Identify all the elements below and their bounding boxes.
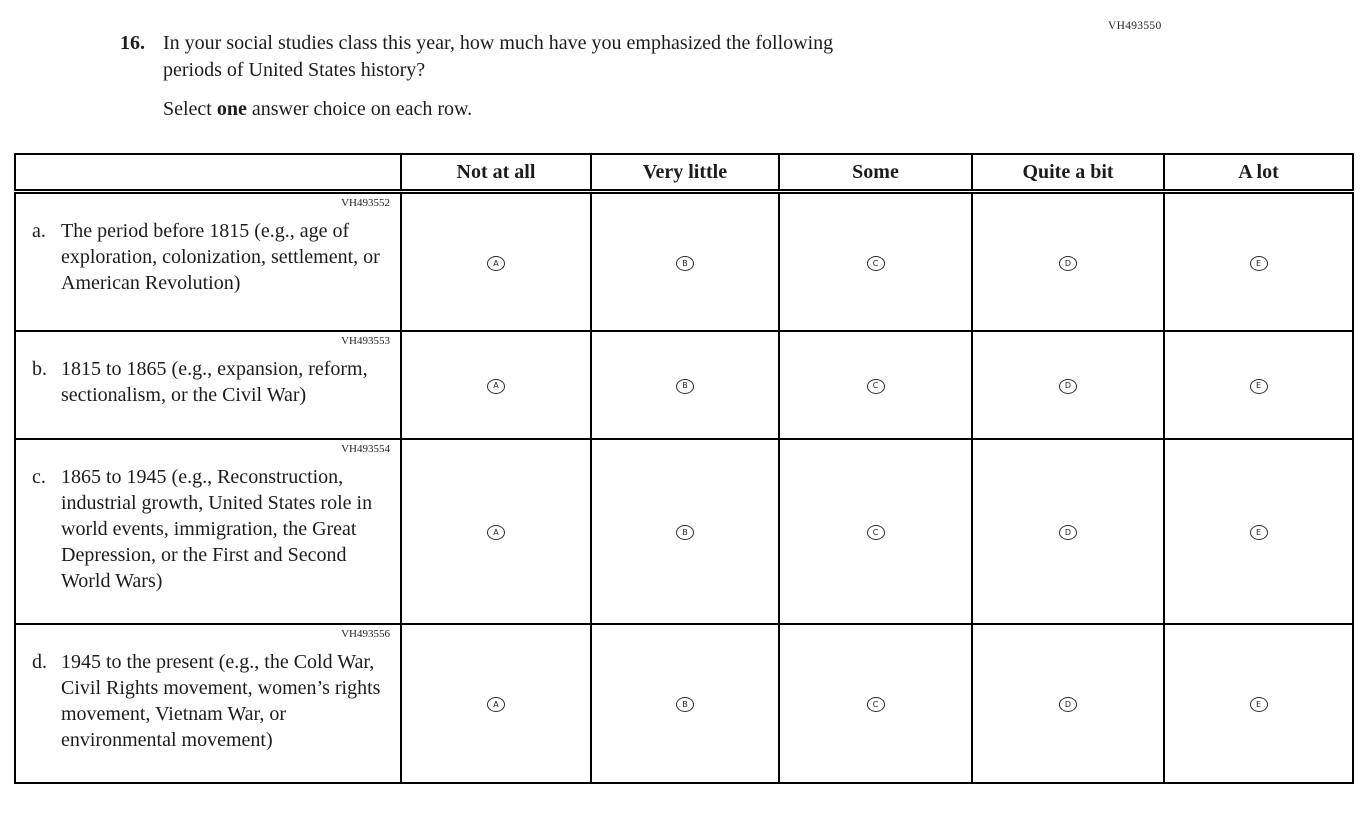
row-d-option-bubble-a[interactable]: A xyxy=(487,697,505,713)
instruction-bold-word: one xyxy=(216,98,247,120)
row-a-option-bubble-e[interactable]: E xyxy=(1249,256,1268,271)
table-row-d: VH493556 d. 1945 to the present (e.g., t… xyxy=(14,622,1354,784)
question-number: 16. xyxy=(120,32,145,54)
row-a-option-bubble-a[interactable]: A xyxy=(487,256,505,271)
row-c-option-bubble-b[interactable]: B xyxy=(676,525,694,541)
column-header-some: Some xyxy=(778,153,973,194)
row-c-option-cell-a[interactable]: A xyxy=(400,437,592,625)
row-a-option-bubble-c[interactable]: C xyxy=(866,256,885,271)
row-a-code: VH493552 xyxy=(341,197,390,209)
row-d-option-bubble-e[interactable]: E xyxy=(1249,697,1268,713)
row-d-stem-cell: VH493556 d. 1945 to the present (e.g., t… xyxy=(14,622,402,784)
row-d-option-cell-c[interactable]: C xyxy=(778,622,973,784)
row-d-option-bubble-b[interactable]: B xyxy=(676,697,694,713)
row-b-code: VH493553 xyxy=(341,334,390,347)
row-d-code: VH493556 xyxy=(341,627,390,640)
row-c-stem: c. 1865 to 1945 (e.g., Reconstruction, i… xyxy=(32,464,392,594)
row-d-option-cell-b[interactable]: B xyxy=(590,622,780,784)
row-b-stem: b. 1815 to 1865 (e.g., expansion, reform… xyxy=(32,356,392,408)
row-b-text: 1815 to 1865 (e.g., expansion, reform, s… xyxy=(61,357,368,406)
row-b-option-cell-a[interactable]: A xyxy=(400,329,592,440)
row-b-option-bubble-e[interactable]: E xyxy=(1249,378,1268,394)
row-d-text: 1945 to the present (e.g., the Cold War,… xyxy=(61,650,381,751)
row-c-option-bubble-c[interactable]: C xyxy=(866,525,885,541)
table-row-c: VH493554 c. 1865 to 1945 (e.g., Reconstr… xyxy=(14,437,1354,625)
row-c-option-cell-d[interactable]: D xyxy=(971,437,1165,625)
column-header-a-lot: A lot xyxy=(1163,153,1354,194)
row-a-letter: a. xyxy=(32,220,46,242)
row-b-letter: b. xyxy=(32,357,47,380)
row-d-option-bubble-d[interactable]: D xyxy=(1059,697,1077,713)
row-a-option-cell-e[interactable]: E xyxy=(1163,190,1354,332)
row-c-option-cell-e[interactable]: E xyxy=(1163,437,1354,625)
row-d-option-cell-a[interactable]: A xyxy=(400,622,592,784)
row-a-option-cell-a[interactable]: A xyxy=(400,190,592,332)
row-c-stem-cell: VH493554 c. 1865 to 1945 (e.g., Reconstr… xyxy=(14,437,402,625)
row-d-option-bubble-c[interactable]: C xyxy=(866,697,885,713)
column-header-very-little: Very little xyxy=(590,153,780,194)
row-d-option-cell-e[interactable]: E xyxy=(1163,622,1354,784)
row-b-option-bubble-c[interactable]: C xyxy=(866,378,885,394)
row-b-option-cell-b[interactable]: B xyxy=(590,329,780,440)
instruction-suffix: answer choice on each row. xyxy=(246,98,473,120)
row-b-option-bubble-d[interactable]: D xyxy=(1059,378,1077,394)
column-header-not-at-all: Not at all xyxy=(400,153,592,194)
instruction-prefix: Select xyxy=(163,98,217,120)
question-accession-code: VH493550 xyxy=(1108,20,1162,32)
question-instruction: Select one answer choice on each row. xyxy=(163,96,1050,123)
table-row-a: VH493552 a. The period before 1815 (e.g.… xyxy=(14,190,1354,332)
row-b-stem-cell: VH493553 b. 1815 to 1865 (e.g., expansio… xyxy=(14,329,402,440)
row-b-option-cell-d[interactable]: D xyxy=(971,329,1165,440)
table-corner-cell xyxy=(14,153,402,194)
row-a-option-bubble-d[interactable]: D xyxy=(1059,256,1077,271)
question-stem: 16. In your social studies class this ye… xyxy=(120,30,1050,84)
table-row-b: VH493553 b. 1815 to 1865 (e.g., expansio… xyxy=(14,329,1354,440)
row-d-letter: d. xyxy=(32,650,47,673)
row-c-option-cell-c[interactable]: C xyxy=(778,437,973,625)
answer-matrix-table: Not at all Very little Some Quite a bit … xyxy=(14,153,1354,784)
row-c-option-bubble-a[interactable]: A xyxy=(487,525,505,541)
row-a-stem: a. The period before 1815 (e.g., age of … xyxy=(32,218,392,296)
row-c-option-bubble-d[interactable]: D xyxy=(1059,525,1077,541)
row-d-stem: d. 1945 to the present (e.g., the Cold W… xyxy=(32,649,392,753)
row-d-option-cell-d[interactable]: D xyxy=(971,622,1165,784)
row-a-text: The period before 1815 (e.g., age of exp… xyxy=(61,220,380,294)
row-a-stem-cell: VH493552 a. The period before 1815 (e.g.… xyxy=(14,190,402,332)
row-b-option-bubble-a[interactable]: A xyxy=(487,378,505,394)
question-block: 16. In your social studies class this ye… xyxy=(120,30,1050,123)
row-c-option-bubble-e[interactable]: E xyxy=(1249,525,1268,541)
row-a-option-cell-c[interactable]: C xyxy=(778,190,973,332)
row-b-option-bubble-b[interactable]: B xyxy=(676,378,694,394)
row-c-option-cell-b[interactable]: B xyxy=(590,437,780,625)
column-header-quite-a-bit: Quite a bit xyxy=(971,153,1165,194)
row-a-option-cell-d[interactable]: D xyxy=(971,190,1165,332)
row-c-letter: c. xyxy=(32,465,46,488)
row-c-text: 1865 to 1945 (e.g., Reconstruction, indu… xyxy=(61,465,373,592)
row-a-option-cell-b[interactable]: B xyxy=(590,190,780,332)
header-row: Not at all Very little Some Quite a bit … xyxy=(14,153,1354,194)
row-a-option-bubble-b[interactable]: B xyxy=(676,256,694,271)
question-text: In your social studies class this year, … xyxy=(163,32,834,81)
row-b-option-cell-c[interactable]: C xyxy=(778,329,973,440)
row-c-code: VH493554 xyxy=(341,442,390,455)
row-b-option-cell-e[interactable]: E xyxy=(1163,329,1354,440)
